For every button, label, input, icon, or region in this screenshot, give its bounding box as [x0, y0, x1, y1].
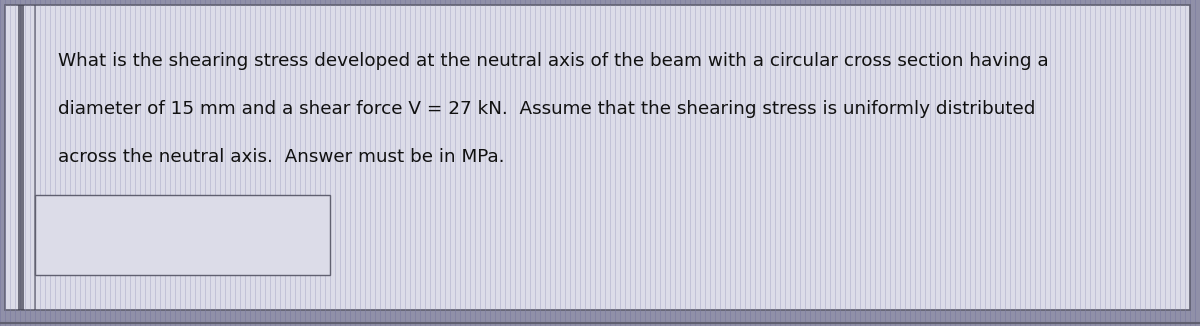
Bar [35, 195, 330, 275]
Bar [34, 5, 36, 310]
Text: diameter of 15 mm and a shear force V = 27 kN.  Assume that the shearing stress : diameter of 15 mm and a shear force V = … [58, 100, 1036, 118]
Text: What is the shearing stress developed at the neutral axis of the beam with a cir: What is the shearing stress developed at… [58, 52, 1049, 70]
Text: across the neutral axis.  Answer must be in MPa.: across the neutral axis. Answer must be … [58, 148, 504, 166]
Bar [18, 5, 24, 310]
